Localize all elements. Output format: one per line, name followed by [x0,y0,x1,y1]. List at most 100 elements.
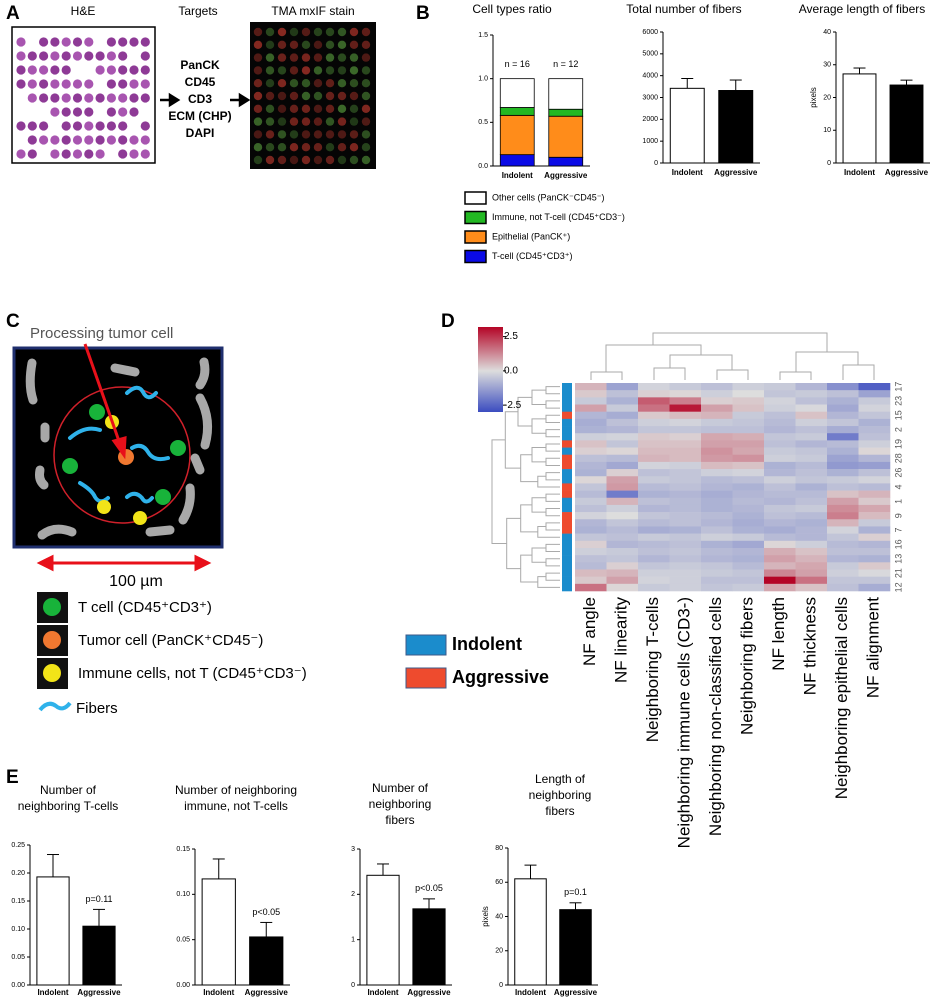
row-group-cell [562,411,572,420]
heatmap-cell [858,447,891,456]
heatmap-cell [669,433,702,441]
tissue-core [16,51,26,61]
p-value: p<0.05 [415,883,443,893]
column-label: Neighboring T-cells [643,597,662,742]
row-group-cell [562,512,572,520]
heatmap-cell [732,497,765,506]
heatmap-cell [764,476,796,484]
heatmap-cell [795,583,828,592]
heatmap-cell [827,483,859,491]
tissue-core [39,65,49,75]
heatmap-cell [575,504,607,513]
tissue-core [61,37,71,47]
panel-label: E [6,767,19,788]
tissue-core [118,51,128,61]
row-dendrogram [531,447,546,463]
stain-core [289,40,299,49]
heatmap-cell [858,533,891,542]
heatmap-cell [575,569,607,577]
tissue-core [16,79,26,89]
stain-core [337,91,347,101]
row-group-cell [562,533,572,542]
heatmap-cell [795,504,828,513]
y-tick-label: 3000 [642,94,658,101]
heatmap-cell [575,512,607,520]
tissue-core [61,135,71,145]
row-dendrogram [545,400,560,409]
heatmap-cell [575,576,607,585]
tissue-core [84,79,94,89]
stain-core [325,40,335,49]
heatmap-cell [638,418,670,427]
stain-core [349,117,359,126]
heatmap-cell [638,547,670,556]
stain-core [301,91,311,101]
heatmap-cell [669,390,702,398]
row-group-cell [562,476,572,484]
row-dendrogram [506,517,521,570]
fiber-blue [130,443,170,462]
heatmap-cell [669,547,702,556]
tissue-core [50,107,60,117]
stain-core [337,66,347,75]
heatmap-cell [606,397,639,405]
heatmap-cell [858,569,891,577]
heatmap-cell [858,512,891,520]
stain-core [277,40,287,49]
stain-core [289,117,299,126]
row-label: 17 [893,382,903,392]
tissue-core [72,107,83,117]
stain-core [361,53,371,62]
t-cell [62,458,78,474]
arrow-head [168,92,181,108]
heatmap-cell [701,547,733,556]
tissue-core [50,135,60,145]
immune-cell [97,500,111,514]
stain-core [349,155,359,165]
legend-t-cell [43,598,61,616]
heatmap-cell [764,411,796,420]
stain-core [325,27,335,37]
row-dendrogram [520,554,538,583]
heatmap-cell [669,562,702,570]
tissue-core [39,37,49,47]
stain-core [301,104,311,114]
heatmap-cell [638,512,670,520]
heatmap-cell [827,404,859,412]
stain-core [361,27,371,37]
t-cell [89,404,105,420]
heatmap-cell [827,418,859,427]
tissue-core [140,79,150,89]
row-label: 28 [893,453,903,463]
heatmap-cell [732,555,765,563]
y-tick-label: 3 [351,846,355,853]
heatmap-cell [575,433,607,441]
fiber-gray [35,465,49,490]
heatmap-cell [795,440,828,448]
heatmap-cell [795,418,828,427]
stain-core [301,40,311,49]
column-label: Neighboring fibers [738,597,757,735]
row-group-cell [562,547,572,556]
heatmap-cell [606,476,639,484]
heatmap-cell [638,569,670,577]
heatmap-cell [606,547,639,556]
target-label: ECM (CHP) [168,109,231,123]
stain-core [361,155,371,165]
row-group-cell [562,562,572,570]
row-label: 12 [893,582,903,592]
column-label: NF length [769,597,788,671]
bar-segment [499,154,535,167]
bar-annotation: n = 16 [505,59,530,69]
stain-core [277,143,287,152]
stain-core [313,104,323,114]
x-tick-label: Indolent [203,988,234,997]
bar-segment [548,78,584,110]
heatmap-cell [575,526,607,534]
stain-core [289,91,299,101]
heatmap-cell [575,418,607,427]
heatmap-cell [858,383,891,391]
stain-core [313,79,323,88]
stain-core [277,130,287,139]
